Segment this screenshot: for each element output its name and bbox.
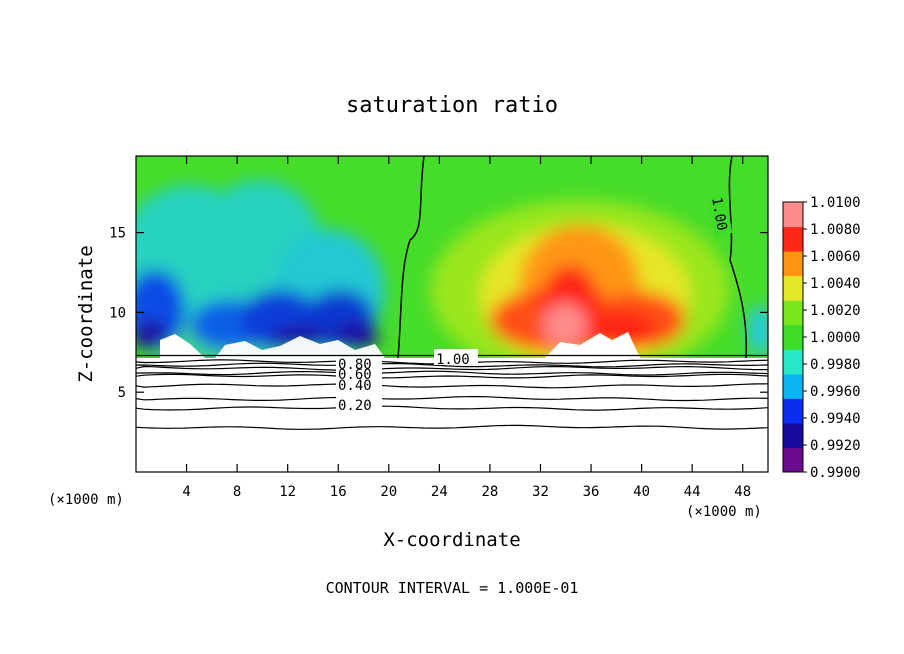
contour-line bbox=[135, 362, 769, 368]
colorbar-swatch bbox=[783, 300, 803, 326]
contour-line bbox=[135, 365, 768, 371]
colorbar-swatch bbox=[783, 226, 803, 252]
x-tick-label: 12 bbox=[279, 484, 296, 500]
contour-label: 1.00 bbox=[708, 196, 730, 232]
chart-title: saturation ratio bbox=[346, 93, 558, 118]
x-tick-label: 8 bbox=[233, 484, 241, 500]
x-tick-label: 16 bbox=[330, 484, 347, 500]
x-tick-label: 28 bbox=[481, 484, 498, 500]
x-tick-label: 36 bbox=[583, 484, 600, 500]
saturation-field bbox=[136, 156, 768, 358]
colorbar-label: 1.0100 bbox=[810, 195, 861, 211]
y-tick-label: 10 bbox=[109, 305, 126, 321]
colorbar-swatch bbox=[783, 447, 803, 473]
y-axis-title: Z-coordinate bbox=[75, 245, 97, 382]
contour-interval-note: CONTOUR INTERVAL = 1.000E-01 bbox=[326, 579, 579, 597]
x-tick-label: 48 bbox=[734, 484, 751, 500]
contour-line-1.00-left bbox=[397, 155, 425, 359]
x-tick-label: 20 bbox=[380, 484, 397, 500]
contour-label: 0.40 bbox=[338, 378, 372, 394]
colorbar-label: 0.9980 bbox=[810, 357, 861, 373]
colorbar-label: 1.0060 bbox=[810, 249, 861, 265]
colorbar-swatch bbox=[783, 422, 803, 448]
colorbar-swatch bbox=[783, 349, 803, 375]
x-tick-label: 32 bbox=[532, 484, 549, 500]
x-tick-label: 24 bbox=[431, 484, 448, 500]
contour-line bbox=[135, 383, 769, 389]
colorbar-swatch bbox=[783, 324, 803, 350]
contour-line bbox=[135, 370, 769, 376]
colorbar-label: 1.0080 bbox=[810, 222, 861, 238]
contour-line bbox=[135, 373, 769, 379]
x-tick-label: 40 bbox=[633, 484, 650, 500]
contour-label: 0.20 bbox=[338, 398, 372, 414]
colorbar-label: 1.0020 bbox=[810, 303, 861, 319]
y-tick-label: 5 bbox=[118, 385, 126, 401]
colorbar-swatch bbox=[783, 398, 803, 424]
colorbar-swatch bbox=[783, 202, 803, 228]
contour-label: 0.60 bbox=[338, 367, 372, 383]
contour-lines bbox=[135, 354, 769, 430]
colorbar: 1.0100 1.0080 1.0060 1.0040 1.0020 1.0000 0.99… bbox=[782, 195, 861, 481]
colorbar-label: 0.9960 bbox=[810, 384, 861, 400]
x-unit-label-left: (×1000 m) bbox=[48, 492, 124, 508]
contour-label: 0.80 bbox=[338, 357, 372, 373]
x-tick-label: 44 bbox=[684, 484, 701, 500]
colorbar-swatch bbox=[783, 373, 803, 399]
colorbar-label: 1.0040 bbox=[810, 276, 861, 292]
x-tick-label: 4 bbox=[182, 484, 190, 500]
colorbar-label: 0.9920 bbox=[810, 438, 861, 454]
colorbar-swatch bbox=[783, 251, 803, 277]
colorbar-label: 1.0000 bbox=[810, 330, 861, 346]
x-axis-title: X-coordinate bbox=[383, 529, 520, 551]
y-axis-ticks: 5 10 15 bbox=[109, 226, 768, 401]
contour-line-1.00-right bbox=[728, 155, 748, 359]
y-tick-label: 15 bbox=[109, 226, 126, 242]
colorbar-swatch bbox=[783, 275, 803, 301]
plot-frame bbox=[135, 155, 769, 473]
colorbar-label: 0.9900 bbox=[810, 465, 861, 481]
contour-line bbox=[135, 405, 769, 411]
contour-label: 1.00 bbox=[436, 352, 470, 368]
x-axis-ticks: 4 8 12 16 20 24 28 32 36 40 44 48 bbox=[182, 156, 751, 500]
contour-line bbox=[135, 424, 769, 430]
contour-line bbox=[135, 396, 769, 402]
x-unit-label-right: (×1000 m) bbox=[686, 504, 762, 520]
colorbar-label: 0.9940 bbox=[810, 411, 861, 427]
